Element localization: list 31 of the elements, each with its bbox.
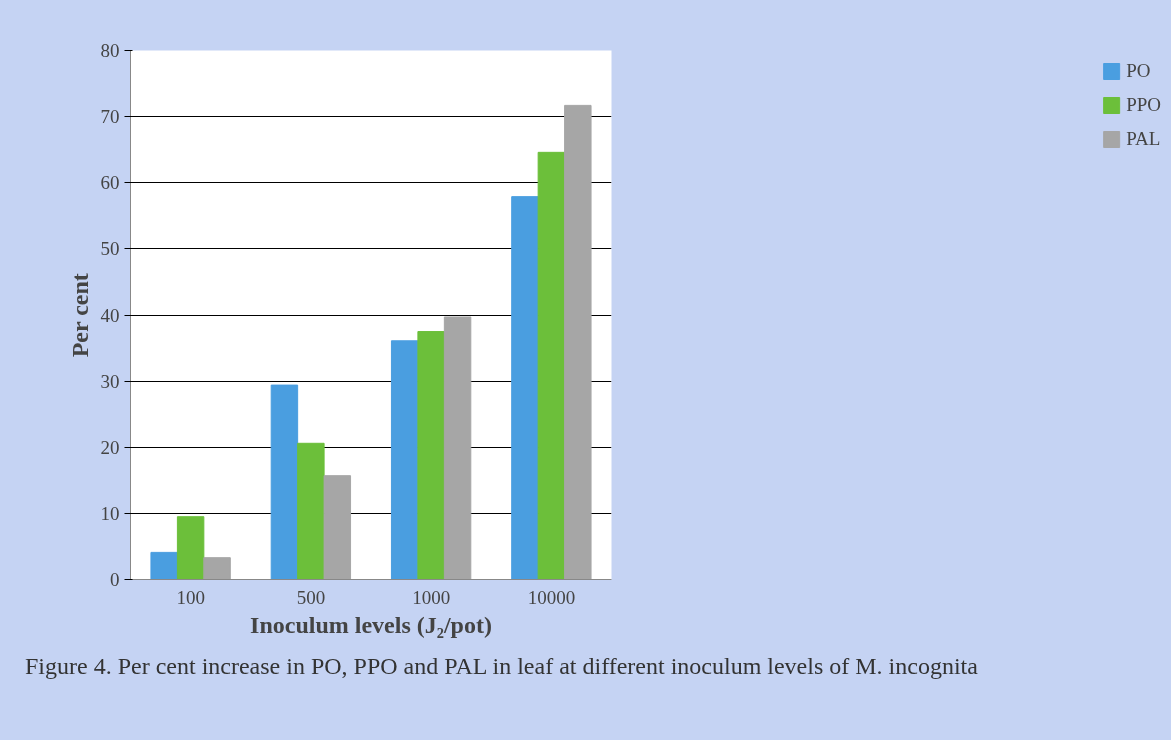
- caption: Figure 4. Per cent increase in PO, PPO and PAL in leaf at different inoculum levels of M. incognita: [25, 652, 978, 681]
- x-tick-label: 100: [176, 586, 205, 608]
- y-tick-label: 30: [100, 370, 120, 392]
- y-tick-label: 80: [100, 40, 120, 61]
- y-tick-label: 10: [100, 502, 120, 524]
- legend-label: PPO: [1126, 94, 1161, 116]
- bar: [390, 340, 419, 580]
- bar: [511, 196, 539, 580]
- y-axis-title: Per cent: [66, 273, 93, 358]
- y-tick-label: 40: [100, 304, 120, 326]
- y-tick-label: 0: [110, 569, 120, 590]
- bar: [417, 331, 445, 580]
- bar: [203, 557, 231, 580]
- bar: [297, 442, 325, 580]
- legend-label: PAL: [1126, 128, 1161, 150]
- x-axis-title: Inoculum levels (J₂/pot): [250, 611, 492, 638]
- y-tick-label: 20: [100, 436, 120, 458]
- bar: [323, 475, 352, 580]
- legend-label: PO: [1126, 60, 1151, 82]
- bar: [150, 551, 178, 580]
- bar: [537, 151, 566, 580]
- x-tick-label: 1000: [412, 586, 451, 608]
- y-tick-label: 50: [100, 238, 120, 260]
- x-tick-label: 10000: [527, 586, 576, 608]
- bar: [176, 516, 205, 580]
- x-tick-label: 500: [296, 586, 326, 608]
- y-tick-label: 70: [100, 106, 120, 128]
- y-tick-label: 60: [100, 172, 120, 194]
- bar: [443, 316, 472, 580]
- bar: [564, 104, 592, 580]
- bar: [270, 384, 299, 580]
